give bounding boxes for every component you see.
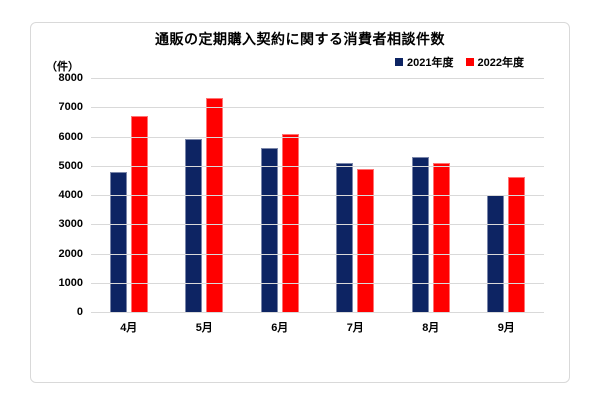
bar-2021年度-7月 xyxy=(336,162,354,312)
bar-2022年度-5月 xyxy=(206,98,224,312)
x-tick-8月: 8月 xyxy=(422,322,440,334)
y-axis-unit-label: （件） xyxy=(46,61,79,73)
bar-2022年度-7月 xyxy=(357,168,375,312)
gridline-4000 xyxy=(91,195,544,196)
bar-2021年度-5月 xyxy=(185,139,203,312)
legend-label-2022: 2022年度 xyxy=(477,57,524,69)
y-tick-6000: 6000 xyxy=(58,130,83,143)
legend-item-2022: 2022年度 xyxy=(465,54,524,70)
gridline-7000 xyxy=(91,107,544,109)
bar-group-6月 xyxy=(242,78,318,312)
gridline-5000 xyxy=(91,165,544,167)
gridline-0 xyxy=(91,312,544,313)
gridline-6000 xyxy=(91,136,544,138)
legend-swatch-2021-icon xyxy=(395,58,404,66)
x-tick-7月: 7月 xyxy=(346,322,364,334)
x-tick-6月: 6月 xyxy=(271,322,289,334)
x-tick-4月: 4月 xyxy=(120,322,138,334)
gridline-8000 xyxy=(91,78,544,79)
y-tick-8000: 8000 xyxy=(58,72,83,84)
x-tick-9月: 9月 xyxy=(497,322,515,334)
bar-2021年度-4月 xyxy=(109,171,127,312)
legend-item-2021: 2021年度 xyxy=(395,54,454,70)
y-tick-3000: 3000 xyxy=(58,218,83,231)
bar-2022年度-9月 xyxy=(508,177,526,312)
bar-2022年度-4月 xyxy=(130,116,148,312)
legend-label-2021: 2021年度 xyxy=(407,57,454,69)
x-tick-5月: 5月 xyxy=(195,322,213,334)
chart-frame: 通販の定期購入契約に関する消費者相談件数 2021年度 2022年度 （件） 8… xyxy=(30,22,570,383)
y-tick-0: 0 xyxy=(76,306,83,318)
x-axis-labels: 4月 5月 6月 7月 8月 9月 xyxy=(91,319,544,335)
y-tick-5000: 5000 xyxy=(58,159,83,172)
gridline-1000 xyxy=(91,282,544,284)
bar-2021年度-8月 xyxy=(411,156,429,312)
bar-group-7月 xyxy=(318,78,394,312)
y-tick-1000: 1000 xyxy=(58,276,83,289)
legend-swatch-2022-icon xyxy=(465,58,474,66)
bar-2022年度-8月 xyxy=(432,162,450,312)
plot-area: 8000 7000 6000 5000 4000 3000 2000 1000 0 xyxy=(59,72,544,318)
bar-2021年度-6月 xyxy=(260,148,278,312)
bar-2022年度-6月 xyxy=(281,133,299,312)
bar-group-4月 xyxy=(91,78,167,312)
y-tick-7000: 7000 xyxy=(58,101,83,114)
chart-title: 通販の定期購入契約に関する消費者相談件数 xyxy=(155,31,445,47)
bar-group-5月 xyxy=(167,78,243,312)
legend: 2021年度 2022年度 xyxy=(395,54,524,70)
gridline-3000 xyxy=(91,224,544,226)
gridline-2000 xyxy=(91,253,544,255)
y-tick-4000: 4000 xyxy=(58,189,83,201)
y-tick-2000: 2000 xyxy=(58,247,83,260)
